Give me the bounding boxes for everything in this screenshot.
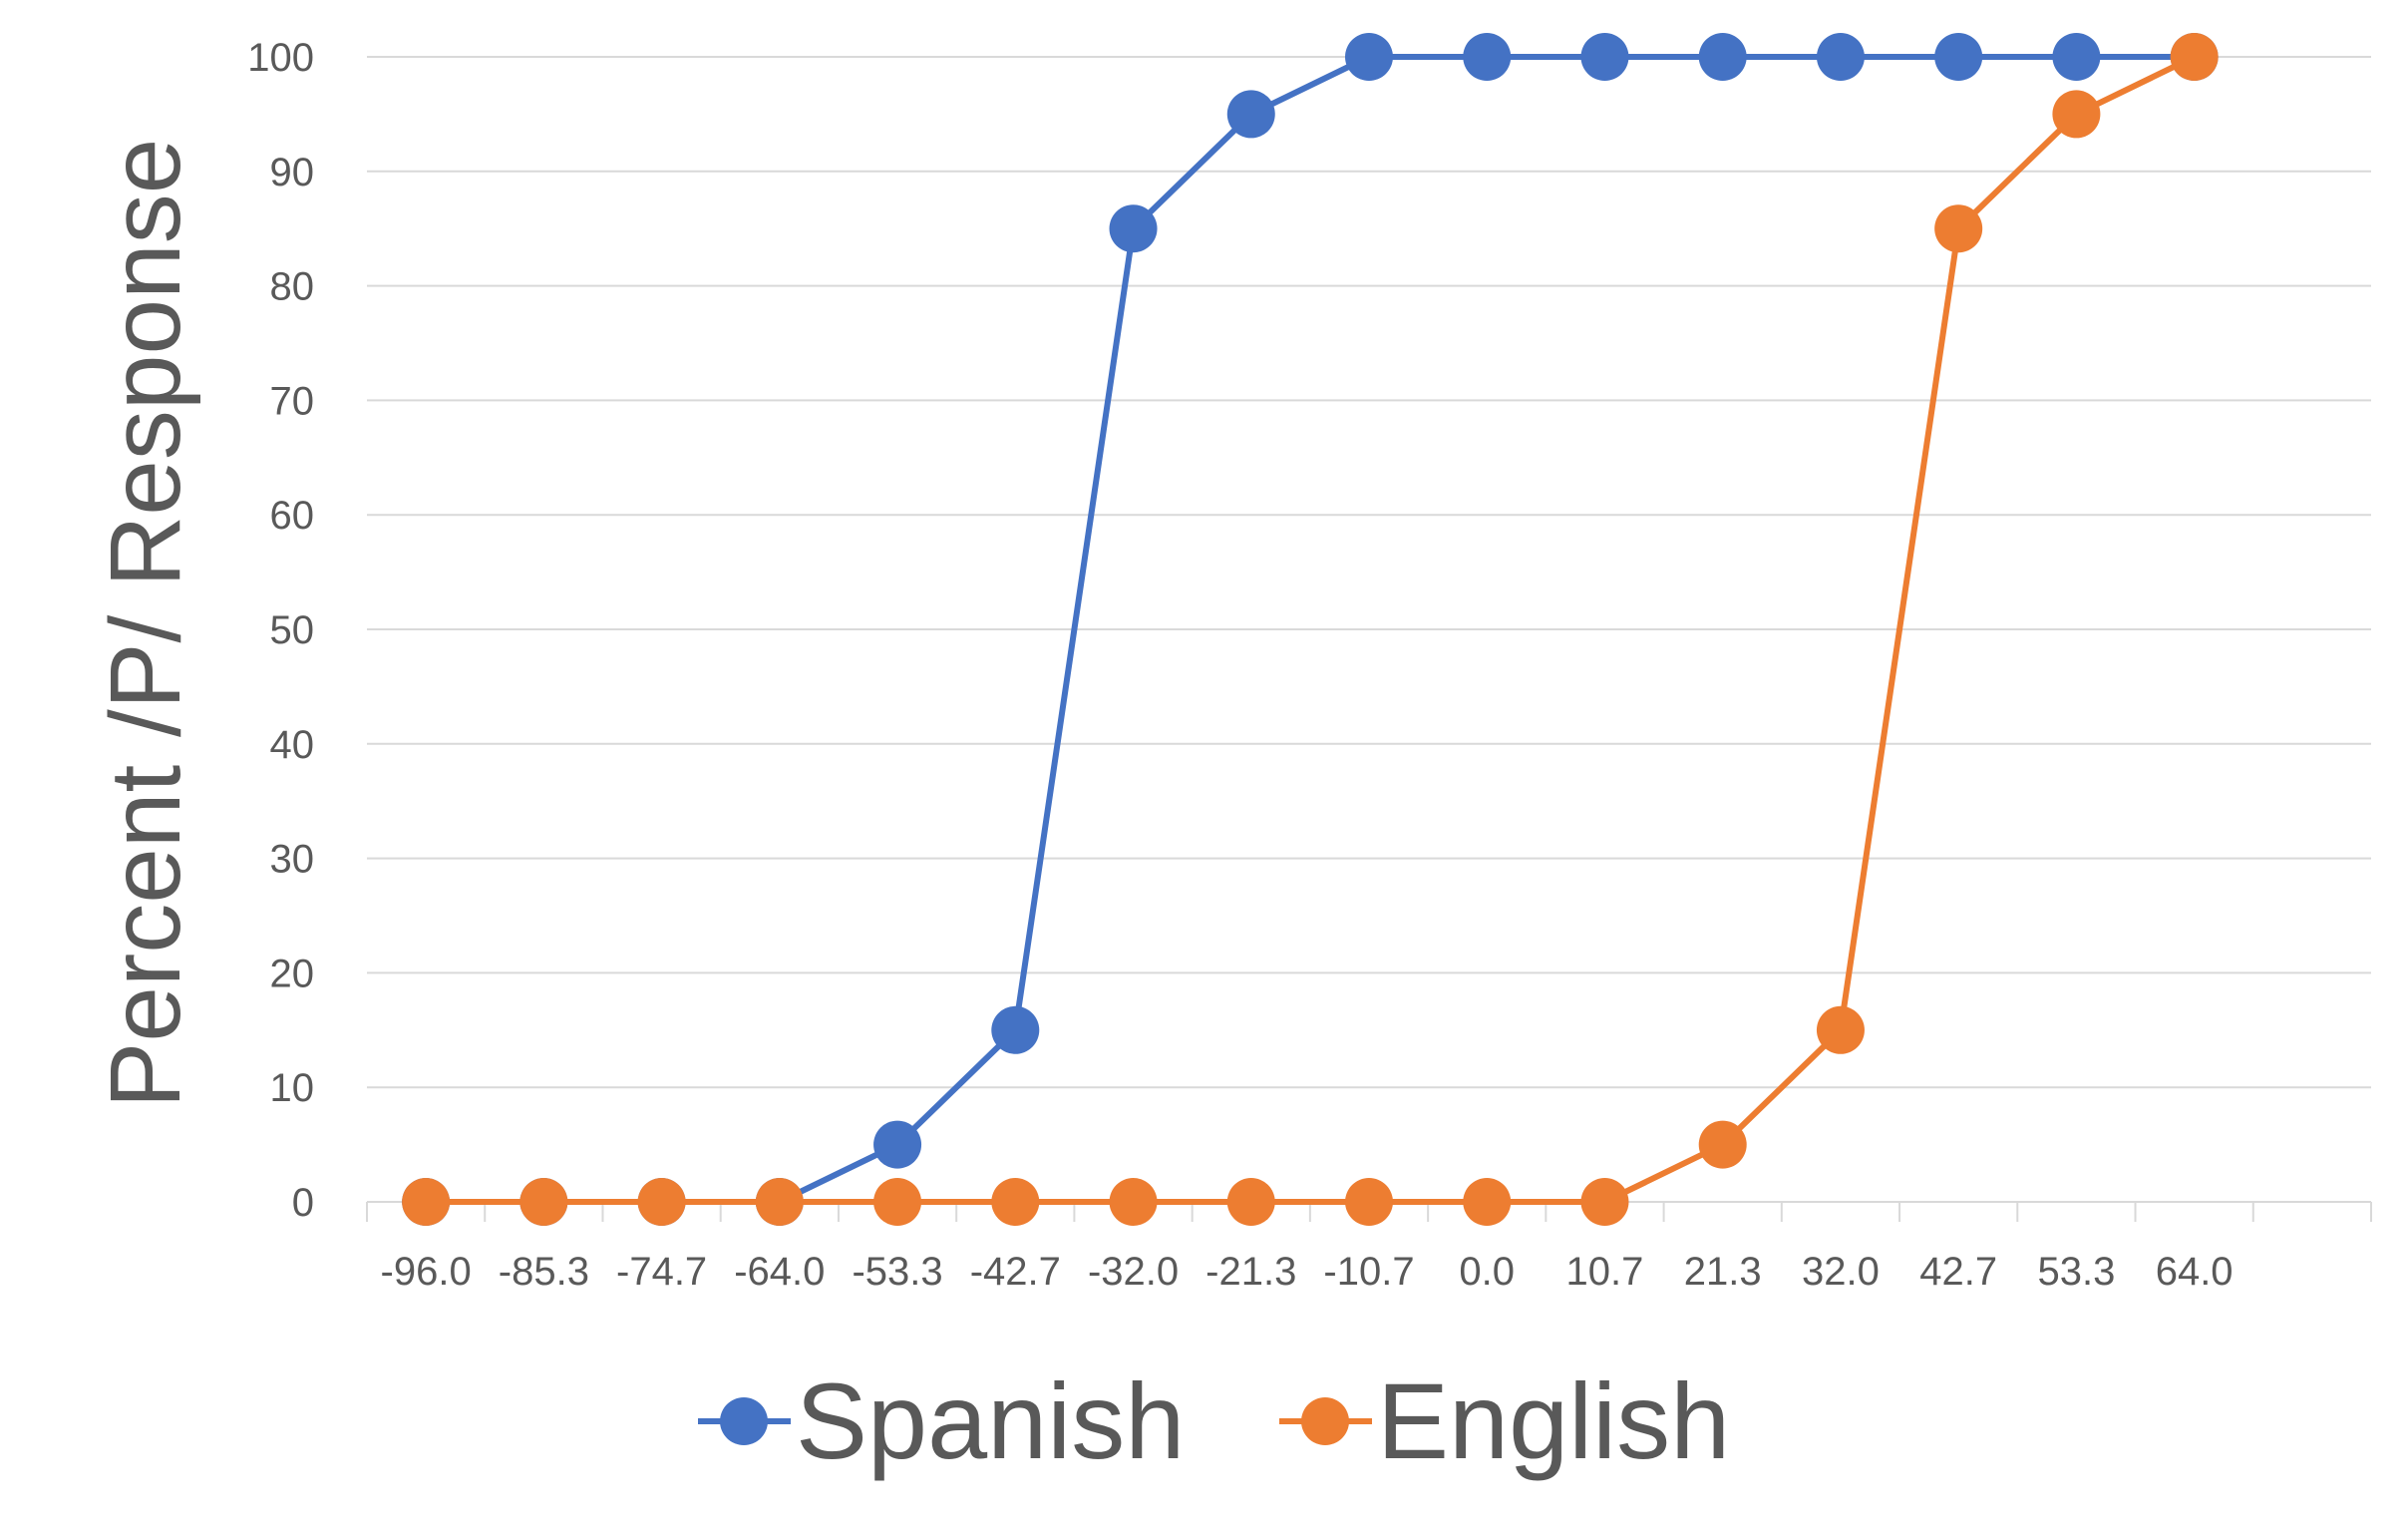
x-tick-label: -74.7 <box>616 1250 707 1294</box>
y-tick-label: 70 <box>270 379 315 423</box>
data-point-english <box>873 1178 922 1226</box>
data-point-spanish <box>2052 33 2101 81</box>
data-point-english <box>2170 33 2219 81</box>
y-tick-label: 100 <box>247 36 314 80</box>
x-tick-label: -85.3 <box>499 1250 589 1294</box>
gridlines <box>367 56 2371 1089</box>
y-tick-label: 40 <box>270 723 315 767</box>
legend-label: Spanish <box>796 1360 1185 1481</box>
data-point-spanish <box>1226 90 1275 139</box>
x-tick-label: 21.3 <box>1684 1250 1762 1294</box>
legend-item-spanish: Spanish <box>698 1360 1185 1481</box>
x-tick-label: -53.3 <box>852 1250 942 1294</box>
data-point-spanish <box>1345 33 1393 81</box>
legend: Spanish English <box>698 1360 1730 1481</box>
x-tick-label: -96.0 <box>381 1250 472 1294</box>
series-line-english <box>423 54 2198 1205</box>
x-axis-tick-labels: -96.0 -85.3 -74.7 -64.0 -53.3 -42.7 -32.0 -21.3… <box>381 1250 2234 1294</box>
y-tick-label: 60 <box>270 494 315 538</box>
data-point-english <box>1463 1178 1512 1226</box>
data-point-english <box>1109 1178 1158 1226</box>
legend-swatch-marker <box>720 1397 768 1445</box>
data-point-english <box>637 1178 686 1226</box>
y-tick-label: 10 <box>270 1066 315 1110</box>
data-point-english <box>1580 1178 1629 1226</box>
x-tick-label: -21.3 <box>1205 1250 1296 1294</box>
series-english <box>402 33 2219 1226</box>
data-point-english <box>402 1178 451 1226</box>
y-axis-title: Percent /P/ Response <box>90 139 201 1109</box>
x-tick-label: 32.0 <box>1802 1250 1880 1294</box>
x-tick-label: -10.7 <box>1323 1250 1414 1294</box>
data-point-english <box>2052 90 2101 139</box>
y-tick-label: 30 <box>270 838 315 882</box>
data-point-english <box>1345 1178 1393 1226</box>
data-point-english <box>519 1178 568 1226</box>
data-point-spanish <box>1934 33 1983 81</box>
x-tick-label: -64.0 <box>734 1250 825 1294</box>
data-point-spanish <box>1463 33 1512 81</box>
data-point-spanish <box>991 1005 1040 1054</box>
legend-label: English <box>1377 1360 1730 1481</box>
y-tick-label: 80 <box>270 265 315 309</box>
legend-swatch-marker <box>1301 1397 1349 1445</box>
legend-item-english: English <box>1279 1360 1730 1481</box>
y-tick-label: 50 <box>270 608 315 652</box>
data-point-spanish <box>1580 33 1629 81</box>
x-tick-label: 53.3 <box>2037 1250 2115 1294</box>
data-point-spanish <box>873 1120 922 1169</box>
data-point-spanish <box>1816 33 1865 81</box>
data-point-spanish <box>1698 33 1747 81</box>
x-tick-label: 64.0 <box>2156 1250 2234 1294</box>
y-tick-label: 90 <box>270 151 315 194</box>
y-tick-label: 0 <box>292 1181 314 1225</box>
x-tick-label: 0.0 <box>1459 1250 1515 1294</box>
data-point-english <box>1934 204 1983 253</box>
series-lines <box>402 33 2219 1226</box>
x-tick-label: 10.7 <box>1566 1250 1644 1294</box>
x-tick-label: -32.0 <box>1088 1250 1179 1294</box>
y-tick-label: 20 <box>270 952 315 995</box>
x-tick-label: 42.7 <box>1919 1250 1997 1294</box>
data-point-spanish <box>1109 204 1158 253</box>
data-point-english <box>755 1178 804 1226</box>
data-point-english <box>991 1178 1040 1226</box>
x-tick-label: -42.7 <box>970 1250 1061 1294</box>
y-axis-tick-labels: 0 10 20 30 40 50 60 70 80 90 100 <box>247 36 314 1225</box>
data-point-english <box>1816 1005 1865 1054</box>
data-point-english <box>1698 1120 1747 1169</box>
data-point-english <box>1226 1178 1275 1226</box>
